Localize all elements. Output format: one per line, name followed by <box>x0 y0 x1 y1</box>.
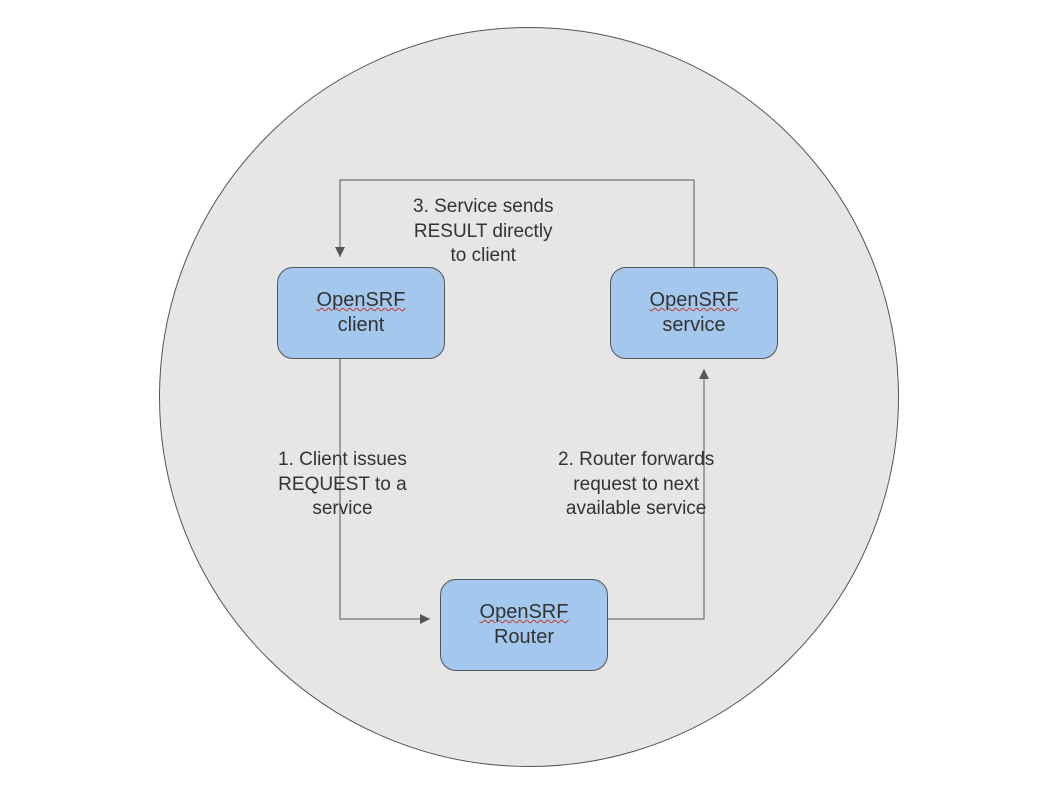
node-service-line1: OpenSRF <box>650 288 739 313</box>
node-client-line2: client <box>317 313 406 338</box>
node-router-line1: OpenSRF <box>480 600 569 625</box>
node-service-line2: service <box>650 313 739 338</box>
node-client-line1: OpenSRF <box>317 288 406 313</box>
label-step-2: 2. Router forwards request to next avail… <box>558 448 714 522</box>
label-step-3: 3. Service sends RESULT directly to clie… <box>413 195 553 269</box>
node-router-line2: Router <box>480 625 569 650</box>
node-service: OpenSRF service <box>610 267 778 359</box>
node-router: OpenSRF Router <box>440 579 608 671</box>
diagram-stage: OpenSRF client OpenSRF service OpenSRF R… <box>0 0 1058 794</box>
node-client: OpenSRF client <box>277 267 445 359</box>
label-step-1: 1. Client issues REQUEST to a service <box>278 448 407 522</box>
